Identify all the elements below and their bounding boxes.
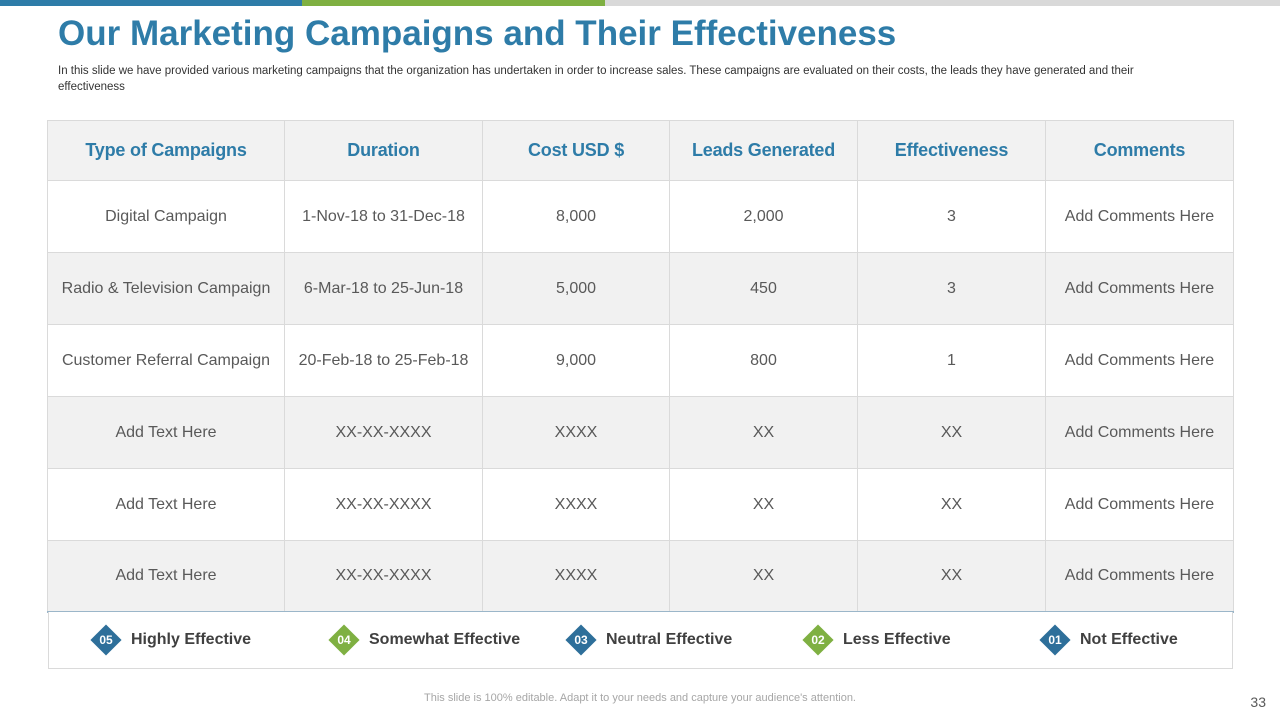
cell-comments: Add Comments Here (1045, 180, 1234, 253)
legend-item-less-effective: 02 Less Effective (802, 612, 951, 668)
table-row: Add Text Here XX-XX-XXXX XXXX XX XX Add … (47, 396, 1234, 469)
cell-campaign-type: Add Text Here (47, 468, 285, 541)
cell-leads: 450 (669, 252, 858, 325)
legend-item-neutral-effective: 03 Neutral Effective (565, 612, 733, 668)
cell-effectiveness: XX (857, 468, 1046, 541)
legend-item-somewhat-effective: 04 Somewhat Effective (328, 612, 521, 668)
cell-campaign-type: Customer Referral Campaign (47, 324, 285, 397)
cell-campaign-type: Digital Campaign (47, 180, 285, 253)
table-row: Customer Referral Campaign 20-Feb-18 to … (47, 324, 1234, 397)
header-type-of-campaigns: Type of Campaigns (47, 120, 285, 181)
cell-campaign-type: Add Text Here (47, 540, 285, 613)
legend-label: Somewhat Effective (369, 631, 521, 648)
cell-leads: XX (669, 540, 858, 613)
cell-duration: XX-XX-XXXX (284, 396, 483, 469)
cell-comments: Add Comments Here (1045, 540, 1234, 613)
header-effectiveness: Effectiveness (857, 120, 1046, 181)
page-number: 33 (1250, 694, 1266, 710)
cell-effectiveness: 3 (857, 180, 1046, 253)
header-cost: Cost USD $ (482, 120, 670, 181)
legend-number: 05 (99, 633, 113, 647)
cell-duration: 20-Feb-18 to 25-Feb-18 (284, 324, 483, 397)
cell-duration: 6-Mar-18 to 25-Jun-18 (284, 252, 483, 325)
slide-title: Our Marketing Campaigns and Their Effect… (58, 14, 897, 53)
legend-label: Less Effective (843, 631, 951, 648)
legend-item-highly-effective: 05 Highly Effective (90, 612, 252, 668)
legend-number: 01 (1048, 633, 1062, 647)
top-bar-gray-segment (605, 0, 1280, 6)
cell-cost: 5,000 (482, 252, 670, 325)
cell-campaign-type: Add Text Here (47, 396, 285, 469)
campaigns-table: Type of Campaigns Duration Cost USD $ Le… (47, 120, 1234, 613)
table-header-row: Type of Campaigns Duration Cost USD $ Le… (47, 120, 1234, 181)
header-comments: Comments (1045, 120, 1234, 181)
legend-badge: 04 (328, 624, 360, 656)
cell-effectiveness: 1 (857, 324, 1046, 397)
header-leads-generated: Leads Generated (669, 120, 858, 181)
table-row: Add Text Here XX-XX-XXXX XXXX XX XX Add … (47, 468, 1234, 541)
cell-duration: 1-Nov-18 to 31-Dec-18 (284, 180, 483, 253)
cell-comments: Add Comments Here (1045, 324, 1234, 397)
cell-leads: XX (669, 396, 858, 469)
slide-description: In this slide we have provided various m… (58, 65, 1134, 93)
legend-label: Neutral Effective (606, 631, 733, 648)
legend-item-not-effective: 01 Not Effective (1039, 612, 1178, 668)
cell-duration: XX-XX-XXXX (284, 468, 483, 541)
top-bar-green-segment (302, 0, 605, 6)
cell-cost: XXXX (482, 396, 670, 469)
footer-note: This slide is 100% editable. Adapt it to… (424, 692, 856, 704)
top-bar-blue-segment (0, 0, 302, 6)
cell-comments: Add Comments Here (1045, 252, 1234, 325)
legend-badge: 02 (802, 624, 834, 656)
cell-effectiveness: XX (857, 396, 1046, 469)
cell-leads: 800 (669, 324, 858, 397)
cell-cost: 8,000 (482, 180, 670, 253)
legend-label: Not Effective (1080, 631, 1178, 648)
cell-effectiveness: XX (857, 540, 1046, 613)
campaigns-table-container: Type of Campaigns Duration Cost USD $ Le… (47, 120, 1234, 613)
cell-cost: XXXX (482, 468, 670, 541)
cell-duration: XX-XX-XXXX (284, 540, 483, 613)
cell-effectiveness: 3 (857, 252, 1046, 325)
effectiveness-legend: 05 Highly Effective 04 Somewhat Effectiv… (48, 612, 1233, 669)
cell-leads: XX (669, 468, 858, 541)
cell-campaign-type: Radio & Television Campaign (47, 252, 285, 325)
table-row: Add Text Here XX-XX-XXXX XXXX XX XX Add … (47, 540, 1234, 613)
cell-comments: Add Comments Here (1045, 396, 1234, 469)
cell-leads: 2,000 (669, 180, 858, 253)
cell-cost: XXXX (482, 540, 670, 613)
legend-number: 03 (574, 633, 588, 647)
legend-badge: 05 (90, 624, 122, 656)
legend-number: 02 (811, 633, 825, 647)
header-duration: Duration (284, 120, 483, 181)
legend-label: Highly Effective (131, 631, 252, 648)
top-accent-bar (0, 0, 1280, 6)
cell-cost: 9,000 (482, 324, 670, 397)
legend-badge: 01 (1039, 624, 1071, 656)
cell-comments: Add Comments Here (1045, 468, 1234, 541)
legend-number: 04 (337, 633, 351, 647)
table-row: Radio & Television Campaign 6-Mar-18 to … (47, 252, 1234, 325)
legend-badge: 03 (565, 624, 597, 656)
table-row: Digital Campaign 1-Nov-18 to 31-Dec-18 8… (47, 180, 1234, 253)
